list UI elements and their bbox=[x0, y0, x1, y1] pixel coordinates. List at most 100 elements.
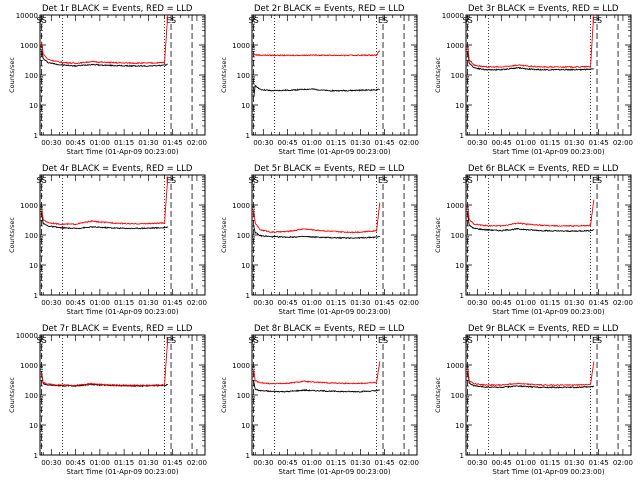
events-series-line bbox=[41, 213, 168, 230]
x-tick-label: 02:00 bbox=[613, 139, 633, 147]
x-tick-label: 01:45 bbox=[163, 459, 183, 467]
y-tick-label: 100 bbox=[25, 392, 38, 400]
lld-series-line bbox=[253, 50, 381, 57]
x-tick-label: 01:45 bbox=[163, 299, 183, 307]
y-axis-label: Counts/sec bbox=[434, 377, 442, 413]
x-tick-label: 00:45 bbox=[277, 139, 297, 147]
x-tick-label: 00:30 bbox=[41, 299, 61, 307]
x-tick-label: 00:30 bbox=[467, 299, 487, 307]
lld-series-line bbox=[467, 361, 595, 387]
y-tick-label: 1 bbox=[246, 132, 250, 140]
x-tick-label: 01:15 bbox=[540, 459, 560, 467]
y-tick-label: 100 bbox=[25, 232, 38, 240]
y-tick-label: 1 bbox=[246, 292, 250, 300]
y-tick-label: 1000 bbox=[232, 42, 250, 50]
plot-frame bbox=[39, 334, 206, 456]
x-tick-label: 02:00 bbox=[399, 299, 419, 307]
y-tick-label: 1 bbox=[460, 292, 464, 300]
y-tick-label: 1000 bbox=[20, 42, 38, 50]
y-tick-label: 10000 bbox=[16, 332, 38, 340]
es-marker-label: ES bbox=[166, 176, 176, 185]
y-tick-label: 100 bbox=[451, 72, 464, 80]
x-tick-label: 01:45 bbox=[163, 139, 183, 147]
plot-frame bbox=[465, 334, 632, 456]
panel-title: Det 6r BLACK = Events, RED = LLD bbox=[468, 164, 619, 174]
x-axis-label: Start Time (01-Apr-09 00:23:00) bbox=[492, 308, 604, 316]
y-tick-label: 1 bbox=[246, 452, 250, 460]
x-tick-label: 00:30 bbox=[467, 459, 487, 467]
panel-title: Det 3r BLACK = Events, RED = LLD bbox=[468, 4, 619, 14]
es-marker-label: ES bbox=[592, 176, 602, 185]
y-tick-label: 10 bbox=[29, 102, 38, 110]
y-tick-label: 1 bbox=[460, 132, 464, 140]
y-axis-label: Counts/sec bbox=[8, 377, 16, 413]
x-tick-label: 00:45 bbox=[277, 299, 297, 307]
lld-series-line bbox=[467, 199, 595, 228]
ss-marker-label: SS bbox=[37, 336, 47, 345]
x-tick-label: 01:30 bbox=[350, 299, 370, 307]
ss-marker-label: SS bbox=[463, 336, 473, 345]
es-marker-label: ES bbox=[378, 336, 388, 345]
panel-title: Det 8r BLACK = Events, RED = LLD bbox=[254, 324, 405, 334]
y-tick-label: 10 bbox=[455, 262, 464, 270]
x-tick-label: 01:00 bbox=[516, 139, 536, 147]
x-tick-label: 01:30 bbox=[350, 459, 370, 467]
x-tick-label: 02:00 bbox=[613, 299, 633, 307]
y-tick-label: 1000 bbox=[446, 362, 464, 370]
y-tick-label: 1000 bbox=[446, 202, 464, 210]
x-tick-label: 01:45 bbox=[589, 299, 609, 307]
ss-marker-label: SS bbox=[249, 336, 259, 345]
lld-series-line bbox=[253, 202, 381, 234]
panel-title: Det 4r BLACK = Events, RED = LLD bbox=[42, 164, 193, 174]
x-tick-label: 00:45 bbox=[491, 139, 511, 147]
panel-title: Det 2r BLACK = Events, RED = LLD bbox=[254, 4, 405, 14]
y-axis-label: Counts/sec bbox=[434, 57, 442, 93]
panel-title: Det 7r BLACK = Events, RED = LLD bbox=[42, 324, 193, 334]
es-marker-label: ES bbox=[592, 16, 602, 25]
y-tick-label: 100 bbox=[237, 232, 250, 240]
ss-marker-label: SS bbox=[249, 16, 259, 25]
panel-title: Det 5r BLACK = Events, RED = LLD bbox=[254, 164, 405, 174]
ss-marker-label: SS bbox=[463, 176, 473, 185]
x-tick-label: 01:30 bbox=[138, 299, 158, 307]
y-tick-label: 10000 bbox=[442, 12, 464, 20]
x-tick-label: 01:30 bbox=[564, 139, 584, 147]
y-axis-label: Counts/sec bbox=[8, 217, 16, 253]
x-tick-label: 02:00 bbox=[187, 139, 207, 147]
x-axis-label: Start Time (01-Apr-09 00:23:00) bbox=[492, 468, 604, 476]
x-tick-label: 01:00 bbox=[90, 459, 110, 467]
x-tick-label: 01:30 bbox=[350, 139, 370, 147]
events-series-line bbox=[467, 51, 594, 71]
x-tick-label: 01:00 bbox=[302, 299, 322, 307]
x-tick-label: 00:45 bbox=[277, 459, 297, 467]
panel-title: Det 9r BLACK = Events, RED = LLD bbox=[468, 324, 619, 334]
y-tick-label: 100 bbox=[25, 72, 38, 80]
x-axis-label: Start Time (01-Apr-09 00:23:00) bbox=[66, 468, 178, 476]
plot-frame bbox=[465, 14, 632, 136]
panel-det-5r: Det 5r BLACK = Events, RED = LLD 1 10 100 10… bbox=[220, 164, 419, 316]
x-axis-label: Start Time (01-Apr-09 00:23:00) bbox=[66, 148, 178, 156]
y-tick-label: 10000 bbox=[16, 12, 38, 20]
x-tick-label: 01:30 bbox=[564, 459, 584, 467]
x-tick-label: 01:00 bbox=[302, 459, 322, 467]
x-tick-label: 00:30 bbox=[253, 459, 273, 467]
lld-series-line bbox=[41, 176, 169, 226]
events-series-line bbox=[467, 213, 594, 233]
x-tick-label: 01:30 bbox=[138, 459, 158, 467]
ss-marker-label: SS bbox=[37, 176, 47, 185]
y-tick-label: 10 bbox=[29, 262, 38, 270]
panel-det-2r: Det 2r BLACK = Events, RED = LLD 1 10 100 10… bbox=[220, 4, 419, 156]
y-tick-label: 100 bbox=[237, 72, 250, 80]
x-tick-label: 00:45 bbox=[491, 299, 511, 307]
events-series-line bbox=[253, 380, 381, 393]
x-tick-label: 00:45 bbox=[65, 459, 85, 467]
x-tick-label: 01:15 bbox=[540, 299, 560, 307]
y-tick-label: 1000 bbox=[20, 202, 38, 210]
panel-det-8r: Det 8r BLACK = Events, RED = LLD 1 10 100 10… bbox=[220, 324, 419, 476]
x-tick-label: 00:30 bbox=[253, 299, 273, 307]
plot-frame bbox=[251, 14, 418, 136]
events-series-line bbox=[253, 225, 380, 240]
x-tick-label: 01:15 bbox=[326, 459, 346, 467]
plot-frame bbox=[465, 174, 632, 296]
x-axis-label: Start Time (01-Apr-09 00:23:00) bbox=[278, 468, 390, 476]
